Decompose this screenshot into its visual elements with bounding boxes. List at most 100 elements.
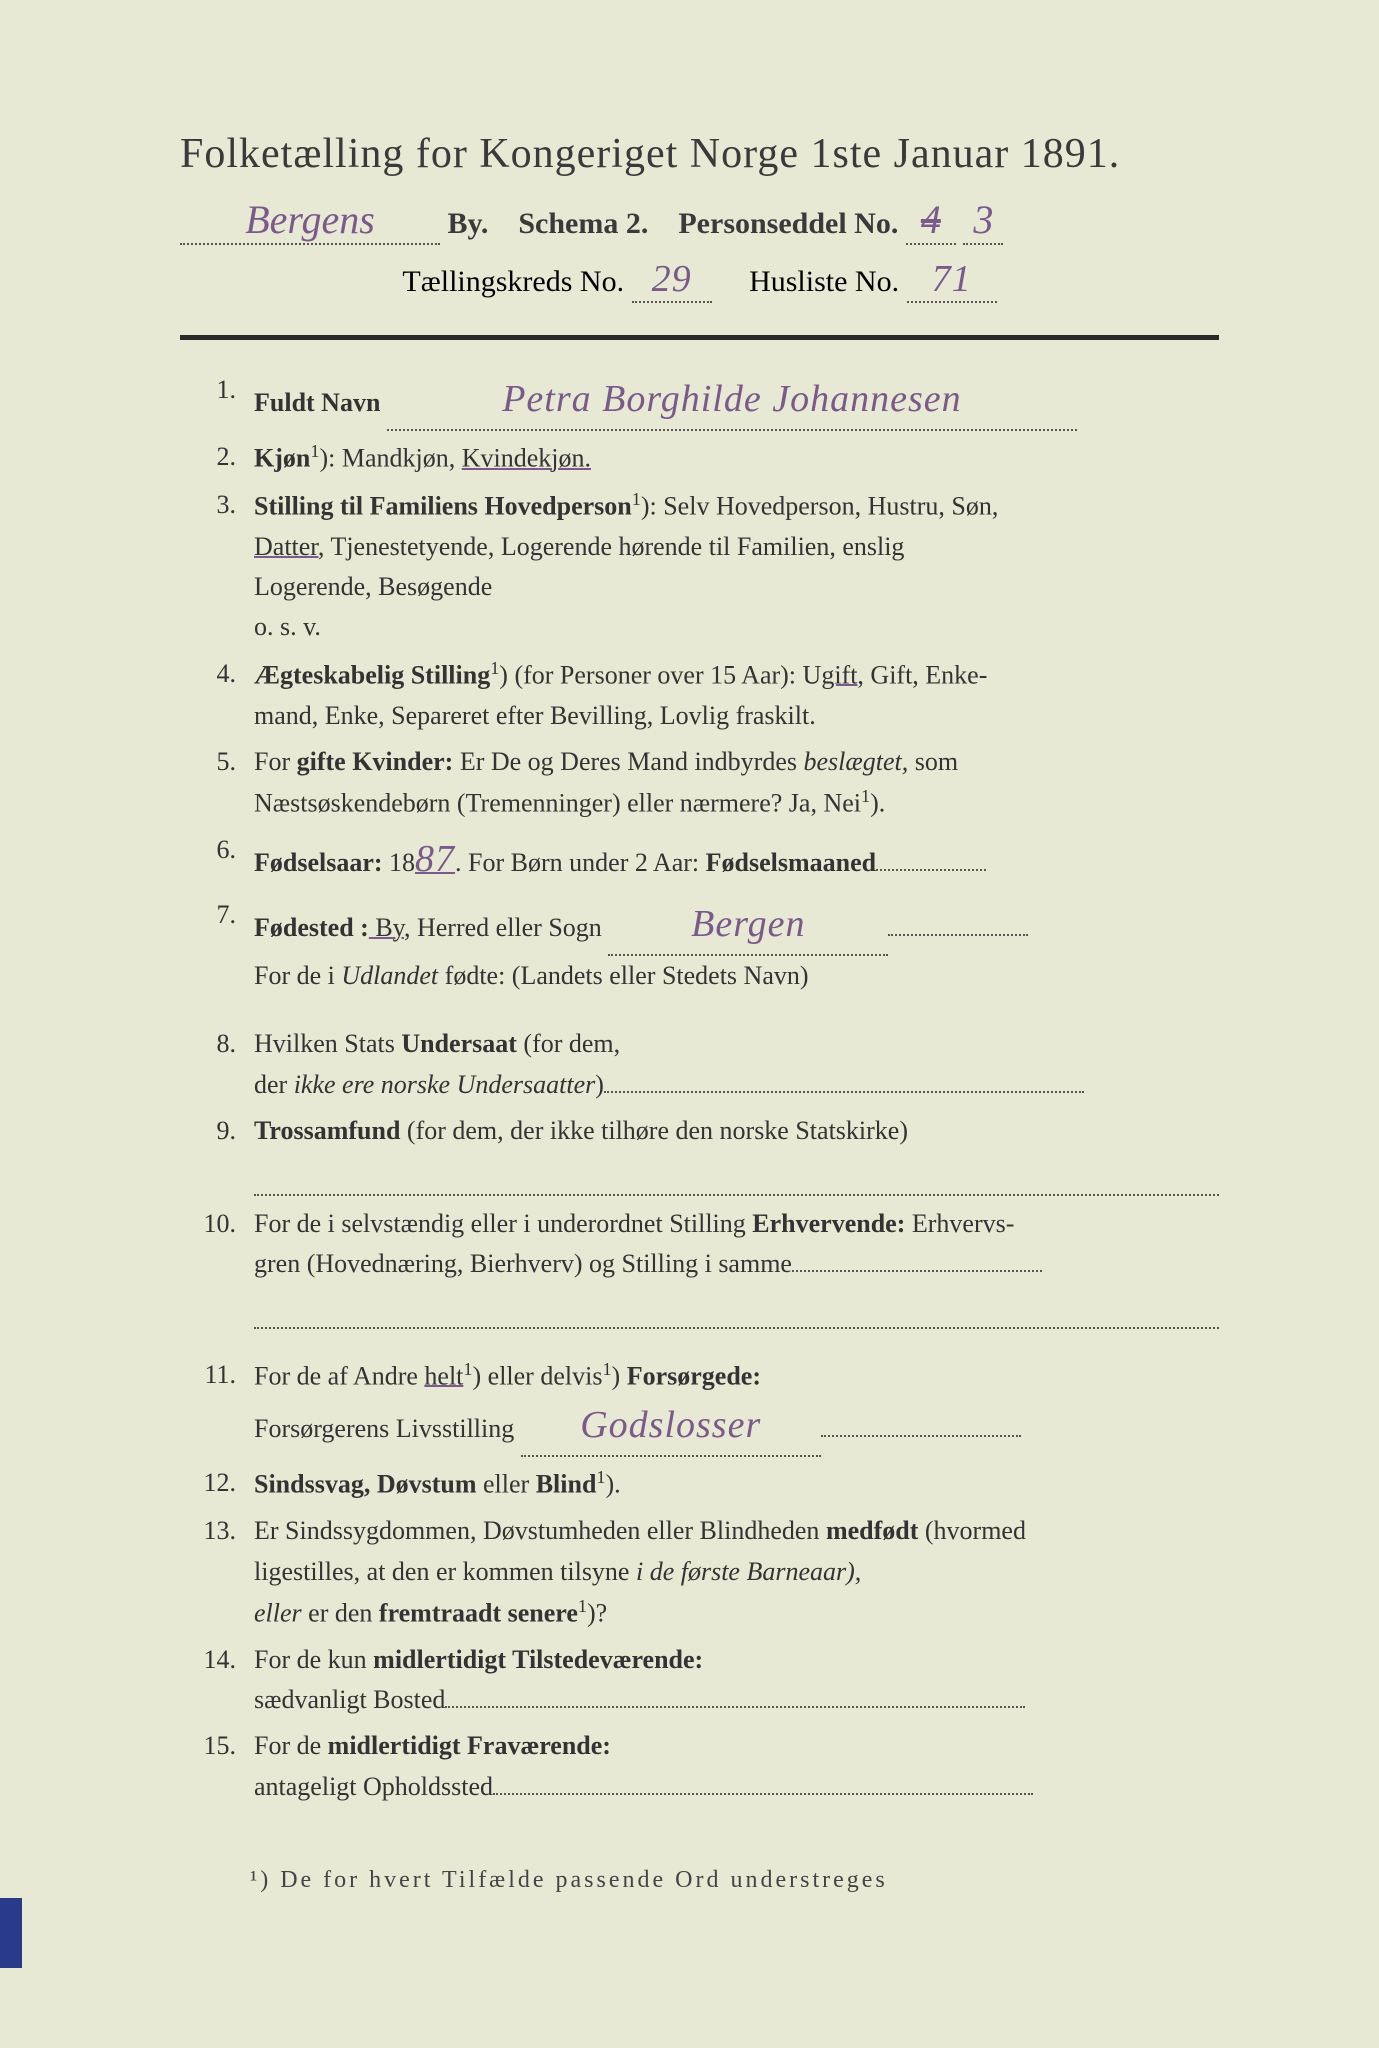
item-num: 3.: [180, 485, 254, 648]
item-text: ).: [606, 1470, 621, 1499]
item-label: Fuldt Navn: [254, 388, 380, 417]
item-text: eller: [254, 1599, 302, 1628]
item-num: 13.: [180, 1511, 254, 1634]
item-label: Fødselsaar:: [254, 848, 383, 877]
item-num: 7.: [180, 895, 254, 996]
item-text: ) eller delvis: [473, 1361, 603, 1390]
birthplace-value: Bergen: [691, 903, 805, 945]
item-text: )?: [587, 1599, 607, 1628]
item-text: eller: [477, 1470, 536, 1499]
item-8: 8. Hvilken Stats Undersaat (for dem, der…: [180, 1024, 1219, 1105]
item-text: ) (for Personer over 15 Aar): U: [499, 660, 821, 689]
selected-support: helt: [424, 1361, 463, 1390]
selected-birthplace-type: By,: [369, 913, 411, 942]
item-label: fremtraadt senere: [379, 1599, 578, 1628]
header-line-2: Tællingskreds No. 29 Husliste No. 71: [180, 257, 1219, 303]
item-text: 18: [383, 848, 416, 877]
name-value: Petra Borghilde Johannesen: [502, 378, 961, 420]
header-rule: [180, 335, 1219, 340]
item-text: ligestilles, at den er kommen tilsyne: [254, 1557, 636, 1586]
item-num: 11.: [180, 1355, 254, 1458]
selected-sex: Kvindekjøn.: [462, 444, 591, 473]
item-text: Er De og Deres Mand indbyrdes: [453, 747, 803, 776]
item-label: Ægteskabelig Stilling: [254, 660, 490, 689]
item-11: 11. For de af Andre helt1) eller delvis1…: [180, 1355, 1219, 1458]
item-label: Undersaat: [401, 1029, 517, 1058]
item-label: Blind: [536, 1470, 597, 1499]
item-text: Erhvervs-: [905, 1209, 1014, 1238]
item-label: midlertidigt Tilstedeværende:: [373, 1645, 703, 1674]
item-text: (for dem, der ikke tilhøre den norske St…: [400, 1116, 908, 1145]
item-text: er den: [302, 1599, 379, 1628]
item-text: gren (Hovednæring, Bierhverv) og Stillin…: [254, 1249, 792, 1278]
item-text: For: [254, 747, 297, 776]
item-num: 4.: [180, 654, 254, 736]
item-15: 15. For de midlertidigt Fraværende: anta…: [180, 1726, 1219, 1807]
item-num: 1.: [180, 370, 254, 431]
item-text: For de i: [254, 961, 341, 990]
item-5: 5. For gifte Kvinder: Er De og Deres Man…: [180, 742, 1219, 824]
item-text: Hvilken Stats: [254, 1029, 401, 1058]
item-num: 10.: [180, 1204, 254, 1285]
item-num: 12.: [180, 1463, 254, 1505]
item-text: . For Børn under 2 Aar:: [455, 848, 706, 877]
item-text: Næstsøskendebørn (Tremenninger) eller næ…: [254, 789, 861, 818]
item-label: Trossamfund: [254, 1116, 400, 1145]
form-title: Folketælling for Kongeriget Norge 1ste J…: [180, 130, 1219, 178]
item-text: fødte: (Landets eller Stedets Navn): [438, 961, 808, 990]
dotted-blank: [254, 1290, 1219, 1328]
kreds-label: Tællingskreds No.: [402, 265, 624, 298]
archive-tab: [0, 1898, 22, 1968]
item-text: Logerende, Besøgende: [254, 572, 492, 601]
item-text: ): Selv Hovedperson, Hustru, Søn,: [641, 492, 998, 521]
birth-year: 87: [415, 838, 455, 880]
personseddel-struck: 4: [921, 197, 941, 242]
item-label: Fødselsmaaned: [706, 848, 876, 877]
item-text: o. s. v.: [254, 612, 321, 641]
item-14: 14. For de kun midlertidigt Tilstedevære…: [180, 1640, 1219, 1721]
personseddel-label: Personseddel No.: [678, 207, 898, 240]
item-label: midlertidigt Fraværende:: [328, 1731, 611, 1760]
dotted-blank: [254, 1157, 1219, 1195]
item-text: beslægtet,: [804, 747, 909, 776]
selected-relation: Datter,: [254, 532, 324, 561]
item-label: Kjøn: [254, 444, 310, 473]
item-label: Stilling til Familiens Hovedperson: [254, 492, 632, 521]
item-text: der: [254, 1070, 294, 1099]
form-items: 1. Fuldt Navn Petra Borghilde Johannesen…: [180, 370, 1219, 1807]
item-num: 6.: [180, 830, 254, 889]
kreds-no: 29: [652, 258, 692, 300]
item-text: For de kun: [254, 1645, 373, 1674]
item-num: 2.: [180, 437, 254, 479]
item-text: (for dem,: [517, 1029, 620, 1058]
item-text: Er Sindssygdommen, Døvstumheden eller Bl…: [254, 1516, 826, 1545]
item-text: For de: [254, 1731, 328, 1760]
item-num: 9.: [180, 1111, 254, 1151]
item-3: 3. Stilling til Familiens Hovedperson1):…: [180, 485, 1219, 648]
item-label: Fødested :: [254, 913, 369, 942]
item-7: 7. Fødested : By, Herred eller Sogn Berg…: [180, 895, 1219, 996]
husliste-label: Husliste No.: [749, 265, 899, 298]
husliste-no: 71: [932, 258, 972, 300]
city-handwritten: Bergens: [245, 197, 375, 242]
item-text: Tjenestetyende, Logerende hørende til Fa…: [324, 532, 904, 561]
item-text: ): [612, 1361, 627, 1390]
personseddel-no: 3: [973, 197, 993, 242]
item-text: , Gift, Enke-: [857, 660, 987, 689]
item-text: ): Mandkjøn,: [319, 444, 461, 473]
item-text: Udlandet: [341, 961, 438, 990]
item-text: Herred eller Sogn: [410, 913, 601, 942]
item-num: 8.: [180, 1024, 254, 1105]
provider-occupation: Godslosser: [580, 1404, 761, 1446]
item-2: 2. Kjøn1): Mandkjøn, Kvindekjøn.: [180, 437, 1219, 479]
census-form-page: Folketælling for Kongeriget Norge 1ste J…: [0, 0, 1379, 2048]
header-line-1: Bergens By. Schema 2. Personseddel No. 4…: [180, 196, 1219, 245]
item-num: 15.: [180, 1726, 254, 1807]
item-label: medfødt: [826, 1516, 918, 1545]
item-text: For de af Andre: [254, 1361, 424, 1390]
item-label: gifte Kvinder:: [297, 747, 454, 776]
by-label: By.: [448, 207, 489, 240]
item-6: 6. Fødselsaar: 1887. For Børn under 2 Aa…: [180, 830, 1219, 889]
item-num: 14.: [180, 1640, 254, 1721]
item-text: For de i selvstændig eller i underordnet…: [254, 1209, 752, 1238]
